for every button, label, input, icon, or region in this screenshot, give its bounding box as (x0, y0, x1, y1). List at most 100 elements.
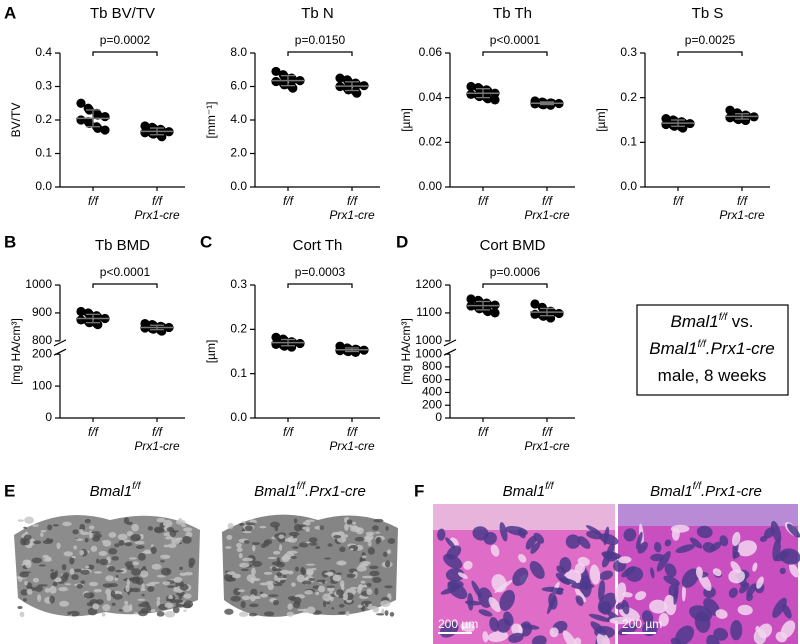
histology-texture (559, 557, 572, 573)
histology-texture (518, 554, 527, 563)
histology-texture (712, 568, 722, 577)
data-point (343, 85, 353, 95)
ct-texture (164, 536, 174, 540)
histology-texture (586, 530, 603, 540)
caption-text: .Prx1-cre (701, 483, 762, 500)
ct-texture (226, 571, 236, 575)
x-tick-label: f/f (283, 425, 295, 439)
ct-texture (224, 608, 234, 615)
histology-texture (603, 526, 610, 546)
histology-texture (519, 621, 533, 637)
ct-texture (156, 517, 166, 523)
key-text: male, 8 weeks (658, 366, 767, 385)
ct-texture (230, 595, 241, 602)
ct-texture (76, 583, 84, 589)
ct-texture (67, 611, 72, 616)
histology-texture (650, 567, 655, 579)
ct-texture (346, 519, 353, 525)
chart-title: Tb BMD (95, 237, 150, 254)
caption-text: f/f (545, 481, 555, 492)
ct-texture (365, 534, 374, 541)
ct-texture (151, 563, 162, 570)
ct-texture (352, 521, 357, 525)
ct-texture (128, 557, 137, 560)
ct-texture (163, 544, 169, 548)
ct-texture (293, 523, 302, 532)
y-tick-label: 0.0 (230, 410, 247, 424)
ct-texture (260, 593, 268, 598)
histology-texture (598, 579, 606, 602)
significance-label: p<0.0001 (100, 265, 151, 279)
data-point (279, 80, 289, 90)
ct-texture (249, 603, 259, 608)
histology-texture (650, 553, 665, 562)
histology-texture (574, 562, 586, 574)
ct-texture (326, 585, 336, 588)
histology-texture (525, 535, 537, 550)
ct-texture (273, 550, 281, 555)
ct-texture (248, 612, 258, 617)
histology-texture (517, 528, 526, 539)
ct-texture (279, 544, 283, 552)
ct-texture (73, 545, 78, 550)
ct-texture (23, 526, 28, 529)
histology-texture (549, 627, 559, 638)
ct-texture (252, 545, 256, 552)
ct-texture (38, 564, 46, 567)
caption-text: f/f (693, 481, 703, 492)
ct-texture (63, 551, 74, 557)
chart-title: Tb Th (493, 5, 532, 22)
ct-texture (125, 584, 130, 593)
histology-texture (737, 604, 753, 616)
significance-bracket (482, 51, 548, 56)
ct-texture (267, 556, 277, 560)
ct-texture (259, 525, 267, 529)
ct-texture (282, 574, 287, 578)
ct-texture (126, 565, 135, 571)
caption-text: Bmal1 (90, 483, 133, 500)
ct-texture (301, 580, 312, 585)
ct-texture (49, 538, 54, 543)
ct-texture (367, 605, 378, 610)
ct-texture (243, 540, 250, 544)
ct-texture (181, 524, 187, 528)
panel-label: D (396, 232, 408, 251)
data-point (271, 332, 281, 342)
ct-texture (356, 565, 367, 572)
ct-texture (72, 529, 79, 535)
y-tick-label: 400 (422, 385, 442, 399)
ct-texture (84, 518, 91, 524)
ct-texture (84, 537, 89, 543)
ct-texture (115, 575, 119, 578)
ct-texture (292, 546, 299, 549)
ct-texture (71, 574, 79, 580)
data-point (466, 294, 476, 304)
ct-texture (227, 522, 234, 530)
histology-texture (649, 599, 668, 614)
ct-texture (389, 612, 395, 617)
ct-texture (360, 561, 371, 566)
ct-texture (292, 534, 298, 539)
ct-texture (50, 571, 57, 580)
histology-texture (496, 618, 511, 633)
data-point (84, 118, 94, 128)
y-axis-label: [mg HA/cm³] (399, 318, 413, 385)
histology-texture (733, 551, 740, 559)
x-tick-label: Prx1-cre (524, 208, 570, 222)
data-point (466, 89, 476, 99)
ct-texture (138, 610, 148, 617)
histology-texture (530, 542, 541, 554)
histology-texture (558, 577, 577, 585)
ct-texture (305, 519, 315, 523)
ct-texture (297, 608, 307, 612)
ct-texture (20, 571, 32, 574)
ct-texture (361, 600, 372, 605)
histology-texture (546, 596, 556, 615)
histology-texture (696, 525, 713, 539)
data-point (335, 346, 345, 356)
significance-bracket (677, 51, 743, 56)
ct-texture (302, 521, 311, 526)
data-point (490, 308, 500, 318)
ct-texture (108, 548, 118, 555)
ct-texture (385, 560, 391, 568)
